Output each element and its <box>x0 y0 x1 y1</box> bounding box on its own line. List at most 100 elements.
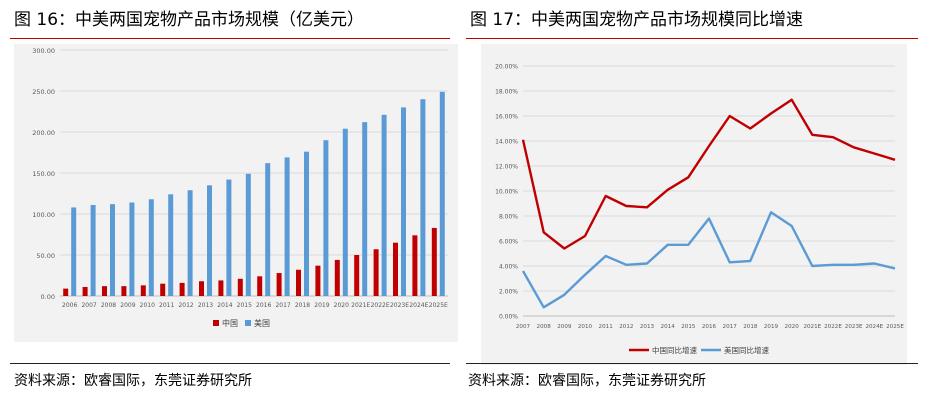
x-tick-label: 2018 <box>295 302 310 309</box>
y-tick-label: 12.00% <box>495 164 518 171</box>
y-tick-label: 16.00% <box>495 114 518 121</box>
x-tick-label: 2020 <box>334 302 349 309</box>
x-tick-label: 2010 <box>578 324 593 330</box>
y-tick-label: 14.00% <box>495 139 518 146</box>
figure-17-title: 图 17：中美两国宠物产品市场规模同比增速 <box>470 10 804 30</box>
bar-usa <box>284 157 290 296</box>
bar-usa <box>90 204 96 296</box>
bar-usa <box>323 140 329 296</box>
bar-china <box>431 227 437 296</box>
bar-usa <box>226 179 232 296</box>
figure-16-bottom-rule <box>10 363 450 364</box>
bar-china <box>276 273 282 296</box>
x-tick-label: 2024E <box>409 302 428 309</box>
x-tick-label: 2019 <box>764 324 779 330</box>
bar-china <box>160 283 166 296</box>
y-tick-label: 250.00 <box>32 88 55 96</box>
bar-usa <box>168 194 174 296</box>
bar-usa <box>420 99 426 296</box>
bar-usa <box>71 207 77 296</box>
legend-label-usa: 美国 <box>254 318 270 328</box>
x-tick-label: 2024E <box>865 324 883 330</box>
bar-usa <box>110 204 115 296</box>
bar-usa <box>245 173 251 296</box>
bar-china <box>102 286 107 296</box>
figure-17-top-rule <box>466 38 918 39</box>
x-tick-label: 2025E <box>886 324 904 330</box>
x-tick-label: 2017 <box>275 302 290 309</box>
bar-usa <box>265 163 271 296</box>
bar-chart-panel: 0.00 50.00 100.00 150.00 200.00 250.00 300.00 2… <box>14 44 458 342</box>
x-tick-label: 2023E <box>390 302 409 309</box>
x-tick-label: 2019 <box>314 302 329 309</box>
y-tick-label: 150.00 <box>32 170 55 178</box>
y-tick-label: 18.00% <box>495 89 518 96</box>
x-tick-label: 2022E <box>371 302 390 309</box>
bar-china <box>354 255 360 296</box>
figure-17-bottom-rule <box>466 363 918 364</box>
y-tick-label: 100.00 <box>32 211 55 219</box>
y-tick-label: 8.00% <box>499 214 518 221</box>
legend-label-usa: 美国同比增速 <box>724 345 769 355</box>
y-tick-label: 50.00 <box>36 252 55 260</box>
bar-usa <box>304 151 309 296</box>
x-tick-label: 2016 <box>256 302 271 309</box>
x-tick-label: 2018 <box>743 324 758 330</box>
bar-usa <box>401 107 406 297</box>
figure-16-top-rule <box>10 38 450 39</box>
bar-usa <box>342 128 348 296</box>
y-tick-label: 6.00% <box>499 239 518 246</box>
legend-label-china: 中国同比增速 <box>652 345 697 355</box>
x-tick-label: 2021E <box>351 302 370 309</box>
bar-china <box>237 278 243 296</box>
y-tick-label: 2.00% <box>499 289 518 296</box>
x-tick-label: 2025E <box>429 302 448 309</box>
x-tick-label: 2017 <box>723 324 738 330</box>
y-tick-label: 0.00 <box>41 293 55 301</box>
bar-usa <box>129 202 135 296</box>
legend-label-china: 中国 <box>222 318 238 328</box>
x-tick-label: 2012 <box>619 324 633 330</box>
bar-china <box>179 282 185 296</box>
x-tick-label: 2020 <box>785 324 800 330</box>
y-tick-label: 20.00% <box>495 64 518 71</box>
y-tick-label: 0.00% <box>499 314 518 321</box>
x-tick-label: 2014 <box>661 324 676 330</box>
x-tick-label: 2021E <box>803 324 821 330</box>
line-usa <box>521 211 896 309</box>
x-tick-label: 2011 <box>599 324 614 330</box>
x-tick-label: 2015 <box>681 324 696 330</box>
x-tick-label: 2009 <box>120 302 135 309</box>
bar-chart: 0.00 50.00 100.00 150.00 200.00 250.00 300.00 2… <box>32 47 448 328</box>
x-tick-label: 2011 <box>159 302 174 309</box>
y-tick-label: 4.00% <box>499 264 518 271</box>
x-tick-label: 2023E <box>845 324 863 330</box>
x-tick-label: 2007 <box>516 324 531 330</box>
x-tick-label: 2010 <box>140 302 155 309</box>
figure-17-source: 资料来源：欧睿国际，东莞证券研究所 <box>468 373 706 389</box>
figure-16-title: 图 16：中美两国宠物产品市场规模（亿美元） <box>14 10 365 30</box>
bar-china <box>334 259 340 296</box>
x-tick-label: 2013 <box>198 302 213 309</box>
bar-china <box>315 265 321 296</box>
bar-china <box>218 280 224 296</box>
line-china <box>521 98 896 250</box>
bar-china <box>140 285 146 296</box>
x-tick-label: 2008 <box>537 324 552 330</box>
bar-china <box>82 286 88 296</box>
x-tick-label: 2006 <box>62 302 77 309</box>
bar-china <box>121 286 127 296</box>
bar-china <box>257 276 263 296</box>
x-tick-label: 2014 <box>217 302 232 309</box>
legend-swatch-usa <box>245 320 251 326</box>
bar-china <box>412 235 418 296</box>
y-tick-label: 200.00 <box>32 129 55 137</box>
x-tick-label: 2016 <box>702 324 717 330</box>
x-tick-label: 2007 <box>81 302 96 309</box>
bar-usa <box>187 190 193 296</box>
x-tick-label: 2009 <box>557 324 572 330</box>
line-chart: 0.00% 2.00% 4.00% 6.00% 8.00% 10.00% 12.00% 14.… <box>495 64 904 356</box>
y-tick-label: 10.00% <box>495 189 518 196</box>
bar-usa <box>381 114 387 296</box>
x-tick-label: 2015 <box>237 302 252 309</box>
